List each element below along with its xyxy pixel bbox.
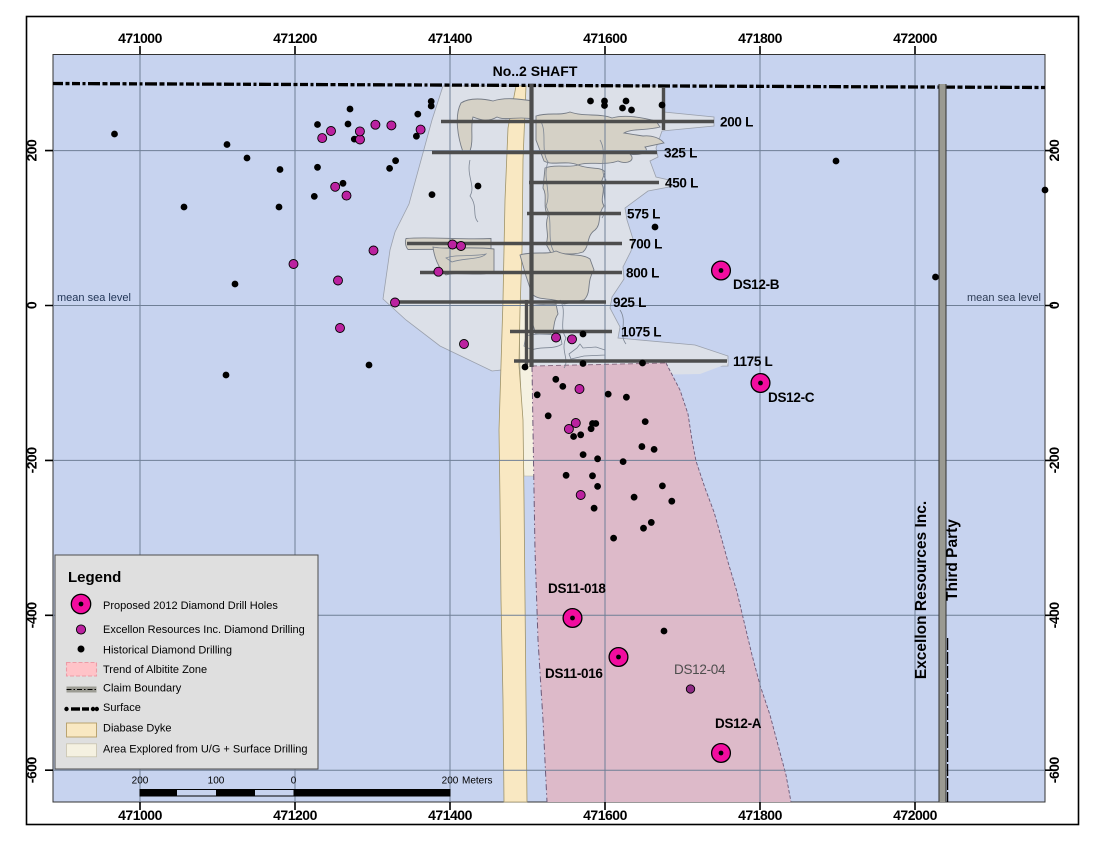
svg-text:DS11-016: DS11-016 xyxy=(545,666,603,681)
svg-text:0: 0 xyxy=(24,301,40,309)
svg-text:0: 0 xyxy=(291,776,297,787)
svg-text:700 L: 700 L xyxy=(629,237,662,252)
svg-text:-600: -600 xyxy=(24,756,40,783)
svg-text:Proposed 2012 Diamond Drill Ho: Proposed 2012 Diamond Drill Holes xyxy=(103,600,278,612)
svg-text:471000: 471000 xyxy=(118,30,162,46)
svg-text:Third Party: Third Party xyxy=(944,519,961,601)
svg-text:471400: 471400 xyxy=(428,30,472,46)
svg-text:200: 200 xyxy=(132,776,149,787)
svg-text:471200: 471200 xyxy=(273,30,317,46)
svg-text:200 L: 200 L xyxy=(720,115,753,130)
svg-text:1175 L: 1175 L xyxy=(733,354,773,369)
svg-text:DS12-04: DS12-04 xyxy=(674,662,726,677)
svg-text:575 L: 575 L xyxy=(627,207,660,222)
svg-text:471600: 471600 xyxy=(583,30,627,46)
svg-text:DS12-C: DS12-C xyxy=(768,390,815,405)
svg-text:471800: 471800 xyxy=(738,807,782,823)
svg-text:472000: 472000 xyxy=(893,807,937,823)
svg-text:471000: 471000 xyxy=(118,807,162,823)
svg-text:-400: -400 xyxy=(1046,602,1062,629)
svg-text:325 L: 325 L xyxy=(664,146,697,161)
svg-text:471800: 471800 xyxy=(738,30,782,46)
svg-text:-200: -200 xyxy=(1046,447,1062,474)
svg-text:Meters: Meters xyxy=(462,776,493,787)
svg-text:mean sea level: mean sea level xyxy=(57,292,131,304)
svg-text:-600: -600 xyxy=(1046,756,1062,783)
svg-text:100: 100 xyxy=(208,776,225,787)
svg-text:mean sea level: mean sea level xyxy=(967,292,1041,304)
svg-text:Diabase Dyke: Diabase Dyke xyxy=(103,723,171,735)
svg-text:471400: 471400 xyxy=(428,807,472,823)
svg-text:DS12-B: DS12-B xyxy=(733,277,780,292)
svg-text:Excellon Resources Inc.: Excellon Resources Inc. xyxy=(913,501,930,679)
svg-text:Claim Boundary: Claim Boundary xyxy=(103,683,182,695)
svg-text:-200: -200 xyxy=(24,447,40,474)
svg-text:200: 200 xyxy=(24,139,40,162)
svg-text:Historical Diamond Drilling: Historical Diamond Drilling xyxy=(103,645,232,657)
svg-text:200: 200 xyxy=(1046,139,1062,162)
svg-text:-400: -400 xyxy=(24,602,40,629)
svg-text:472000: 472000 xyxy=(893,30,937,46)
svg-text:1075 L: 1075 L xyxy=(621,325,661,340)
svg-text:471600: 471600 xyxy=(583,807,627,823)
svg-text:Excellon Resources Inc. Diamon: Excellon Resources Inc. Diamond Drilling xyxy=(103,624,305,636)
svg-text:Area Explored from U/G + Surfa: Area Explored from U/G + Surface Drillin… xyxy=(103,744,308,756)
svg-text:925 L: 925 L xyxy=(613,295,646,310)
svg-text:450 L: 450 L xyxy=(665,176,698,191)
svg-text:DS11-018: DS11-018 xyxy=(548,581,606,596)
svg-text:200: 200 xyxy=(442,776,459,787)
svg-text:No..2 SHAFT: No..2 SHAFT xyxy=(493,63,578,79)
svg-text:Surface: Surface xyxy=(103,702,141,714)
svg-text:DS12-A: DS12-A xyxy=(715,716,762,731)
svg-text:800 L: 800 L xyxy=(626,266,659,281)
svg-text:471200: 471200 xyxy=(273,807,317,823)
svg-text:0: 0 xyxy=(1046,301,1062,309)
svg-text:Trend of Albitite Zone: Trend of Albitite Zone xyxy=(103,664,207,676)
svg-text:Legend: Legend xyxy=(68,569,121,586)
